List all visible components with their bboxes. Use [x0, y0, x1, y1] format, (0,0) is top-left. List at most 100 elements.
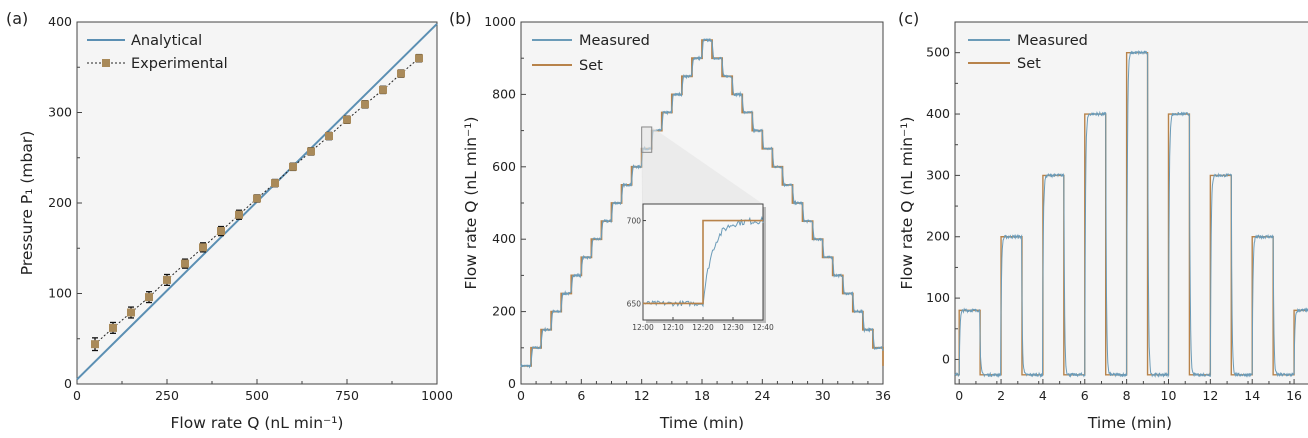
- axis-ticks-a: 0 250 500 750 1000 0 100 200 300 400: [48, 14, 453, 403]
- legend-experimental-label: Experimental: [131, 56, 228, 72]
- y-tick-label: 200: [926, 229, 950, 244]
- experimental-point: [163, 275, 171, 284]
- x-tick-label: 1000: [421, 388, 453, 403]
- experimental-point: [109, 323, 117, 332]
- y-tick-label: 1000: [484, 14, 516, 29]
- series-lines-c: [954, 49, 1308, 379]
- measured-line-b: [520, 37, 884, 369]
- axis-ticks-b: 0 6 12 18 24 30 36 0 200 400 600 800 1000: [484, 14, 891, 403]
- experimental-point: [145, 293, 153, 302]
- y-tick-label: 100: [48, 286, 72, 301]
- inset-y-tick-label: 700: [627, 217, 642, 226]
- x-tick-label: 18: [694, 388, 710, 403]
- plot-area-c: [954, 21, 1308, 385]
- y-tick-label: 300: [48, 105, 72, 120]
- x-tick-label: 750: [335, 388, 359, 403]
- legend-c: Measured Set: [968, 33, 1088, 72]
- x-tick-label: 0: [73, 388, 81, 403]
- experimental-point: [325, 132, 333, 141]
- x-tick-label: 24: [754, 388, 770, 403]
- experimental-point: [253, 194, 261, 203]
- x-tick-label: 2: [997, 388, 1005, 403]
- experimental-point: [235, 210, 243, 219]
- legend-measured-label-c: Measured: [1017, 33, 1088, 49]
- y-tick-label: 300: [926, 167, 950, 182]
- experimental-point: [289, 162, 297, 171]
- y-tick-label: 0: [508, 376, 516, 391]
- panel-c-label: (c): [898, 9, 919, 28]
- panel-b-label: (b): [449, 9, 472, 28]
- set-line-c: [955, 51, 1308, 376]
- series-lines-b: [520, 37, 884, 369]
- inset-x-tick-label: 12:10: [662, 323, 684, 332]
- experimental-point: [271, 179, 279, 188]
- x-axis-label-b: Time (min): [659, 414, 744, 432]
- y-tick-label: 500: [926, 45, 950, 60]
- experimental-point: [343, 115, 351, 124]
- experimental-point: [91, 340, 99, 349]
- x-tick-label: 0: [955, 388, 963, 403]
- y-tick-label: 200: [48, 195, 72, 210]
- zoom-shade: [641, 126, 763, 204]
- x-tick-label: 10: [1161, 388, 1177, 403]
- inset-x-tick-label: 12:40: [752, 323, 774, 332]
- x-tick-label: 500: [245, 388, 269, 403]
- legend-b: Measured Set: [532, 33, 650, 74]
- y-tick-label: 200: [492, 304, 516, 319]
- x-tick-label: 6: [1081, 388, 1089, 403]
- legend-a: Analytical Experimental: [87, 33, 228, 72]
- legend-set-label-b: Set: [579, 58, 603, 74]
- inset-b: 12:00 12:10 12:20 12:30 12:40 650 700: [627, 126, 774, 332]
- y-tick-label: 0: [942, 351, 950, 366]
- x-tick-label: 14: [1244, 388, 1260, 403]
- inset-y-tick-label: 650: [627, 299, 642, 308]
- panel-c: (c) 0 2 4 6 8 10 12 14 16 0 100 200 300 400 500 Measur…: [898, 9, 1308, 432]
- y-axis-label-c: Flow rate Q (nL min⁻¹): [898, 117, 916, 290]
- y-tick-label: 400: [926, 106, 950, 121]
- x-tick-label: 4: [1039, 388, 1047, 403]
- y-axis-label-b: Flow rate Q (nL min⁻¹): [462, 117, 480, 290]
- panel-a-label: (a): [6, 9, 28, 28]
- experimental-point: [397, 69, 405, 78]
- x-tick-label: 12: [1202, 388, 1218, 403]
- experimental-point: [127, 308, 135, 317]
- x-tick-label: 6: [577, 388, 585, 403]
- x-tick-label: 12: [634, 388, 650, 403]
- inset-x-tick-label: 12:00: [632, 323, 654, 332]
- x-tick-label: 36: [875, 388, 891, 403]
- y-tick-label: 600: [492, 159, 516, 174]
- inset-x-tick-label: 12:20: [692, 323, 714, 332]
- x-tick-label: 16: [1286, 388, 1302, 403]
- inset-x-tick-label: 12:30: [722, 323, 744, 332]
- x-tick-label: 0: [517, 388, 525, 403]
- x-axis-label-c: Time (min): [1087, 414, 1172, 432]
- x-axis-label-a: Flow rate Q (nL min⁻¹): [171, 414, 344, 432]
- x-tick-label: 30: [815, 388, 831, 403]
- y-tick-label: 0: [64, 376, 72, 391]
- legend-experimental-marker: [102, 59, 110, 67]
- legend-analytical-label: Analytical: [131, 33, 202, 49]
- y-tick-label: 800: [492, 86, 516, 101]
- y-tick-label: 100: [926, 290, 950, 305]
- zoom-box: [641, 126, 653, 153]
- x-tick-label: 250: [155, 388, 179, 403]
- inset-set-line: [643, 219, 763, 305]
- set-line-b: [521, 39, 884, 367]
- measured-line-c: [954, 49, 1308, 379]
- x-tick-label: 8: [1123, 388, 1131, 403]
- legend-measured-label-b: Measured: [579, 33, 650, 49]
- panel-a: (a) 0 250 500 750 1000 0 100 200 300 400 Analytic…: [6, 9, 453, 432]
- experimental-point: [415, 54, 423, 63]
- experimental-point: [181, 259, 189, 268]
- experimental-point: [379, 85, 387, 94]
- legend-set-label-c: Set: [1017, 56, 1041, 72]
- experimental-point: [361, 100, 369, 109]
- experimental-point: [199, 243, 207, 252]
- y-axis-label-a: Pressure P₁ (mbar): [18, 131, 36, 276]
- experimental-point: [307, 147, 315, 156]
- y-tick-label: 400: [492, 231, 516, 246]
- axis-ticks-c: 0 2 4 6 8 10 12 14 16 0 100 200 300 400 500: [926, 21, 1302, 403]
- y-tick-label: 400: [48, 14, 72, 29]
